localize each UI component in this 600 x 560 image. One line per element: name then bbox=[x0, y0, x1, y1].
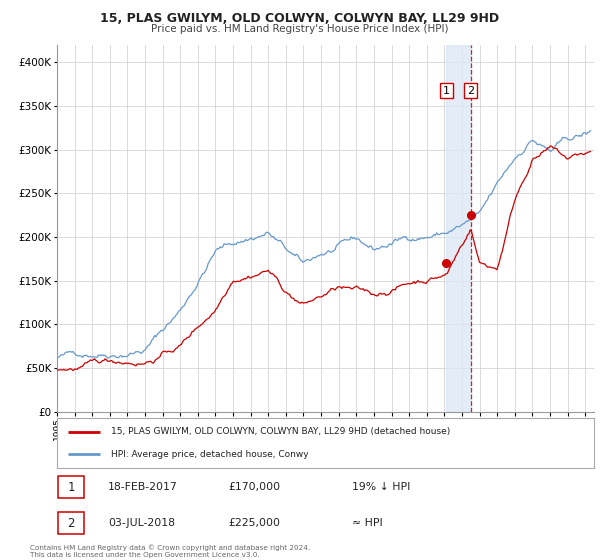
Text: 1: 1 bbox=[67, 481, 75, 494]
Text: 2: 2 bbox=[467, 86, 475, 96]
Text: 03-JUL-2018: 03-JUL-2018 bbox=[108, 519, 175, 529]
Bar bbox=[446, 45, 471, 412]
Text: 15, PLAS GWILYM, OLD COLWYN, COLWYN BAY, LL29 9HD: 15, PLAS GWILYM, OLD COLWYN, COLWYN BAY,… bbox=[100, 12, 500, 25]
Text: 19% ↓ HPI: 19% ↓ HPI bbox=[352, 482, 411, 492]
Text: £225,000: £225,000 bbox=[229, 519, 281, 529]
Text: Price paid vs. HM Land Registry's House Price Index (HPI): Price paid vs. HM Land Registry's House … bbox=[151, 24, 449, 34]
Text: ≈ HPI: ≈ HPI bbox=[352, 519, 383, 529]
Text: 15, PLAS GWILYM, OLD COLWYN, COLWYN BAY, LL29 9HD (detached house): 15, PLAS GWILYM, OLD COLWYN, COLWYN BAY,… bbox=[111, 427, 450, 436]
Text: 1: 1 bbox=[443, 86, 450, 96]
Text: HPI: Average price, detached house, Conwy: HPI: Average price, detached house, Conw… bbox=[111, 450, 308, 459]
FancyBboxPatch shape bbox=[58, 512, 84, 534]
Text: £170,000: £170,000 bbox=[229, 482, 281, 492]
Text: 2: 2 bbox=[67, 517, 75, 530]
Text: Contains HM Land Registry data © Crown copyright and database right 2024.
This d: Contains HM Land Registry data © Crown c… bbox=[30, 544, 310, 558]
Text: 18-FEB-2017: 18-FEB-2017 bbox=[108, 482, 178, 492]
FancyBboxPatch shape bbox=[58, 477, 84, 498]
